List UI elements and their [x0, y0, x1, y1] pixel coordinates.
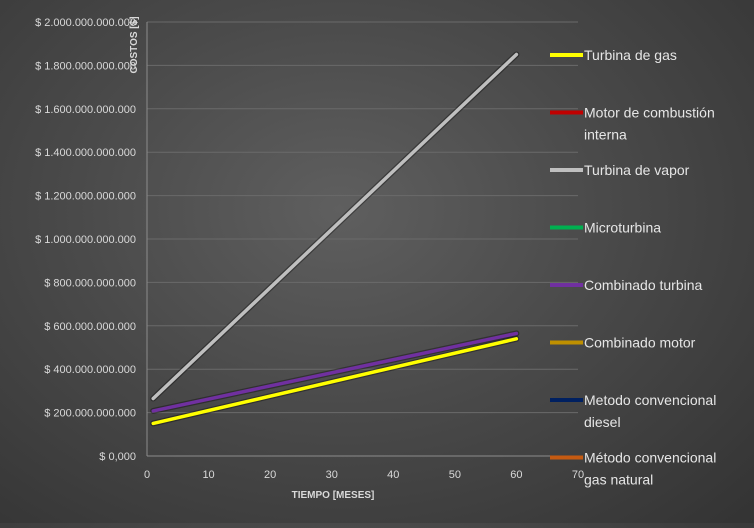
y-tick-label: $ 2.000.000.000.000	[35, 17, 136, 29]
y-tick-label: $ 1.000.000.000.000	[35, 234, 136, 246]
y-tick-label: $ 0,000	[99, 451, 136, 463]
x-tick-label: 50	[449, 469, 461, 481]
y-tick-label: $ 1.400.000.000.000	[35, 147, 136, 159]
x-tick-label: 30	[326, 469, 338, 481]
x-tick-label: 0	[144, 469, 150, 481]
y-tick-label: $ 1.600.000.000.000	[35, 104, 136, 116]
grid-layer	[146, 21, 578, 457]
legend-label: Turbina de vapor	[584, 162, 690, 178]
x-tick-label: 20	[264, 469, 276, 481]
legend-label: Combinado motor	[584, 335, 696, 351]
series-layer	[150, 51, 520, 427]
legend-label: Microturbina	[584, 220, 661, 236]
series-line	[151, 331, 519, 413]
series-line	[151, 337, 519, 426]
legend: Turbina de gas Motor de combustión interna…	[550, 47, 716, 488]
y-tick-label: $ 400.000.000.000	[44, 364, 136, 376]
x-axis-title: TIEMPO [MESES]	[292, 490, 375, 501]
y-tick-label: $ 200.000.000.000	[44, 408, 136, 420]
y-tick-label: $ 800.000.000.000	[44, 277, 136, 289]
axis-layer: TIEMPO [MESES] COSTOS [$] $ 0,000 $ 200.0…	[35, 16, 584, 501]
y-tick-label: $ 1.800.000.000.000	[35, 60, 136, 72]
legend-label: Metodo convencional	[584, 392, 716, 408]
legend-label: gas natural	[584, 472, 653, 488]
x-tick-label: 10	[202, 469, 214, 481]
x-tick-label: 60	[510, 469, 522, 481]
y-tick-label: $ 600.000.000.000	[44, 321, 136, 333]
legend-label: diesel	[584, 414, 621, 430]
legend-label: Turbina de gas	[584, 47, 677, 63]
legend-label: Motor de combustión	[584, 105, 715, 121]
x-tick-label: 40	[387, 469, 399, 481]
x-tick-label: 70	[572, 469, 584, 481]
y-axis-title: COSTOS [$]	[129, 16, 140, 73]
legend-label: interna	[584, 127, 627, 143]
y-tick-label: $ 1.200.000.000.000	[35, 191, 136, 203]
series-line	[151, 52, 519, 401]
legend-label: Método convencional	[584, 450, 716, 466]
legend-label: Combinado turbina	[584, 277, 703, 293]
